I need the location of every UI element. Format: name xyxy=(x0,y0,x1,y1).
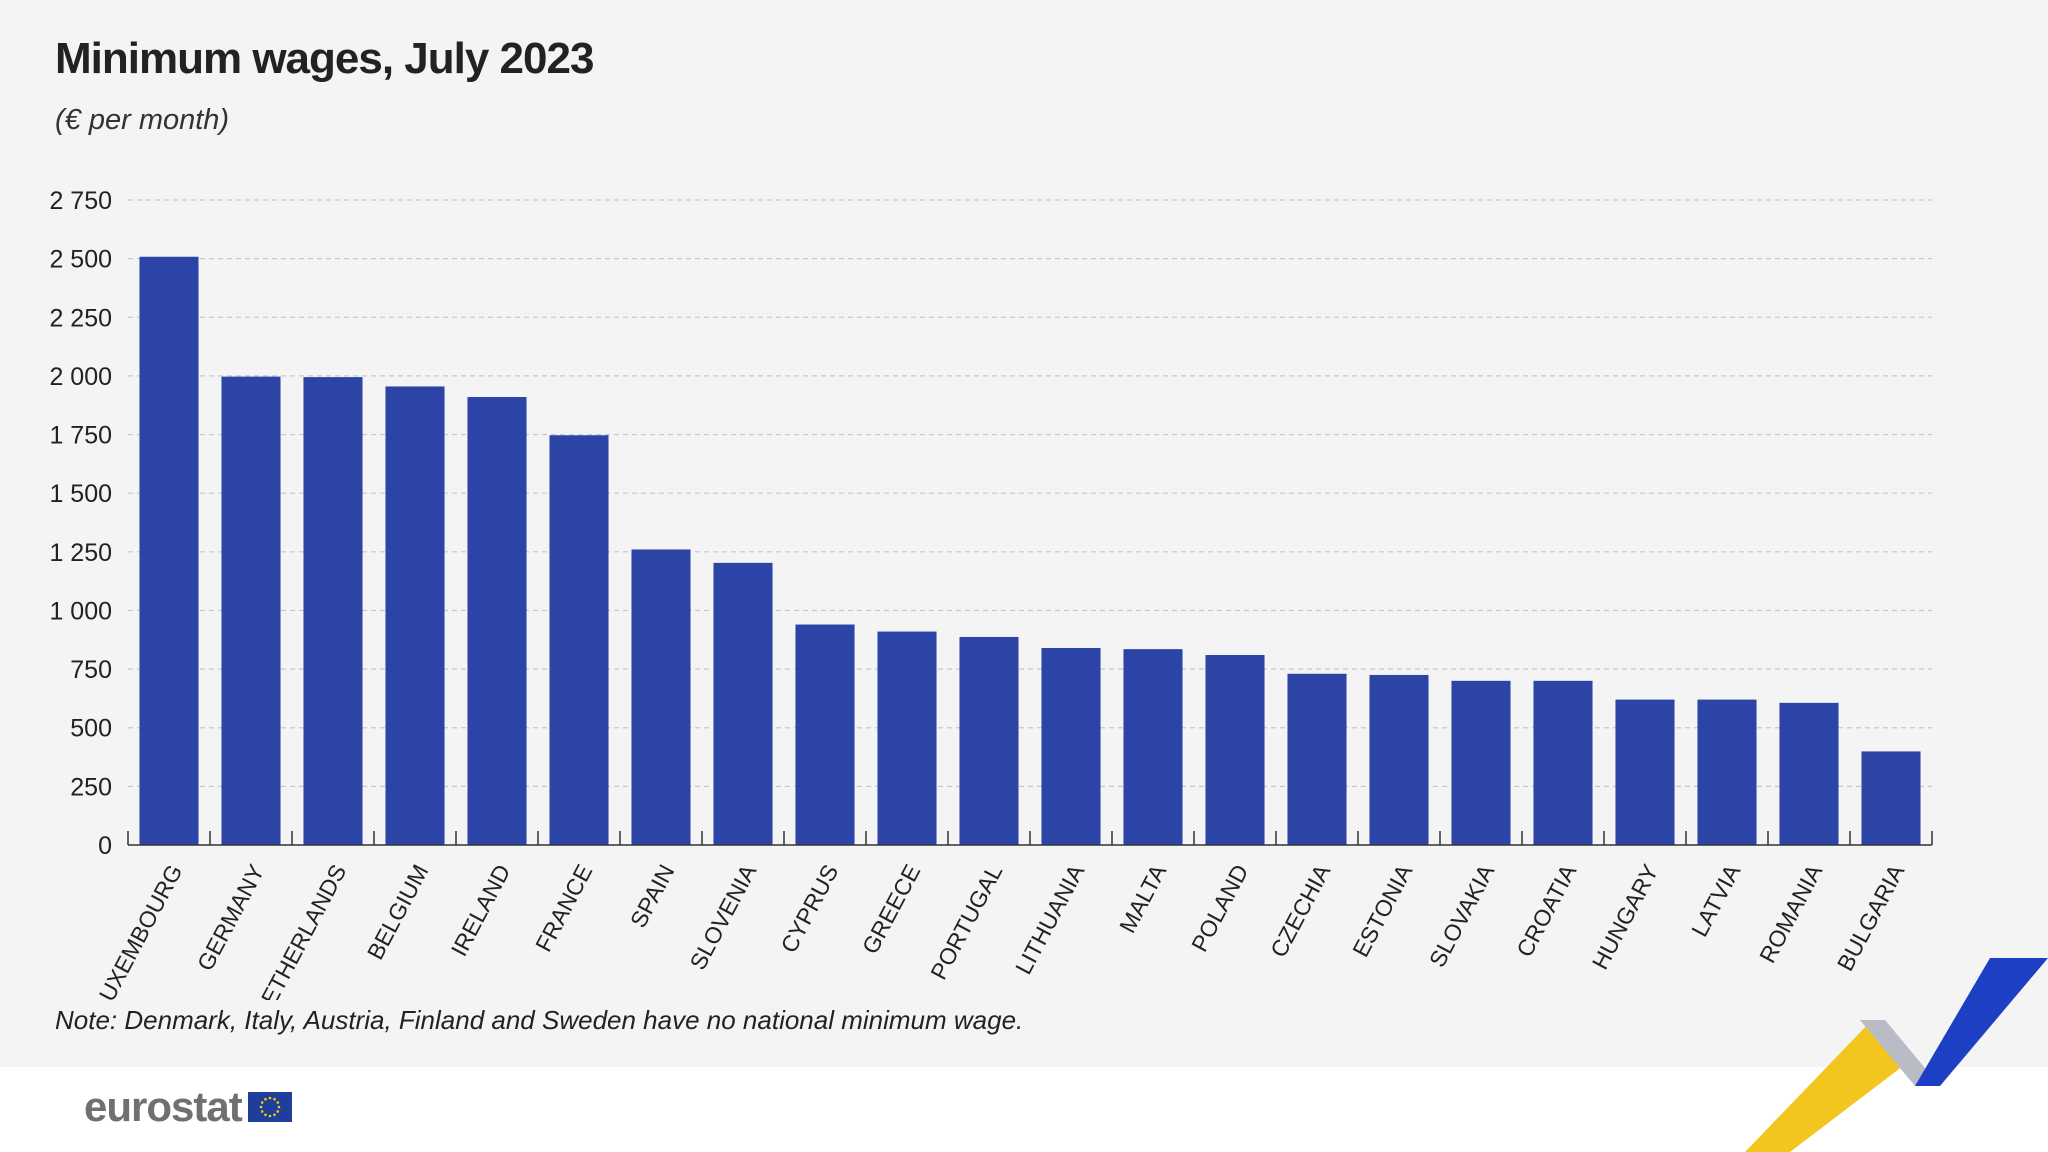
y-axis-ticks: 0 250 500 750 1 000 1 250 1 500 1 750 2 000 2 250… xyxy=(49,187,112,860)
x-tick-label: CROATIA xyxy=(1511,860,1581,962)
bar-poland xyxy=(1205,655,1265,845)
x-tick-label: MALTA xyxy=(1114,860,1172,937)
flag-star xyxy=(259,1105,263,1109)
bar-lithuania xyxy=(1041,647,1101,845)
y-tick-label: 1 250 xyxy=(49,539,112,567)
x-tick-label: LUXEMBOURG xyxy=(88,860,188,1000)
x-tick-label: SLOVENIA xyxy=(684,860,761,974)
y-tick-label: 250 xyxy=(70,773,112,801)
bars xyxy=(139,256,1921,845)
y-tick-label: 750 xyxy=(70,656,112,684)
bar-chart: 0 250 500 750 1 000 1 250 1 500 1 750 2 000 2 250… xyxy=(49,187,1933,1000)
x-tick-label: IRELAND xyxy=(446,860,516,960)
bar-malta xyxy=(1123,649,1183,845)
x-tick-label: GERMANY xyxy=(192,860,270,975)
x-tick-label: LATVIA xyxy=(1686,860,1746,941)
x-tick-label: CYPRUS xyxy=(775,860,843,957)
x-tick-label: POLAND xyxy=(1186,860,1253,956)
bar-slovakia xyxy=(1451,680,1511,845)
x-tick-label: SLOVAKIA xyxy=(1424,860,1500,972)
flag-star xyxy=(272,1113,276,1117)
x-tick-label: GREECE xyxy=(857,860,926,958)
x-tick-label: CZECHIA xyxy=(1265,860,1336,962)
bar-spain xyxy=(631,549,691,845)
x-tick-label: HUNGARY xyxy=(1587,860,1664,973)
axes xyxy=(127,831,1933,846)
y-tick-label: 1 000 xyxy=(49,597,112,625)
flag-star xyxy=(277,1105,281,1109)
flag-star xyxy=(263,1113,267,1117)
footer-bar xyxy=(0,1067,2048,1152)
eu-flag-icon xyxy=(247,1092,292,1122)
bar-bulgaria xyxy=(1861,751,1921,845)
x-tick-label: ESTONIA xyxy=(1347,860,1417,962)
flag-star xyxy=(276,1101,279,1104)
x-tick-label: FRANCE xyxy=(530,860,597,956)
y-tick-label: 2 500 xyxy=(49,246,112,274)
x-tick-label: PORTUGAL xyxy=(925,860,1007,984)
flag-star xyxy=(268,1096,272,1100)
bar-croatia xyxy=(1533,680,1593,845)
flag-star xyxy=(276,1110,279,1113)
y-tick-label: 2 000 xyxy=(49,363,112,391)
bar-latvia xyxy=(1697,699,1757,845)
flag-star xyxy=(260,1110,264,1113)
y-tick-label: 500 xyxy=(70,715,112,743)
bar-germany xyxy=(221,376,281,845)
bar-ireland xyxy=(467,397,527,845)
x-tick-label: BELGIUM xyxy=(362,860,434,964)
bar-greece xyxy=(877,631,937,845)
flag-star xyxy=(263,1097,267,1101)
x-tick-label: SPAIN xyxy=(625,860,680,932)
bar-romania xyxy=(1779,702,1839,845)
x-tick-label: ROMANIA xyxy=(1754,860,1828,968)
x-tick-label: BULGARIA xyxy=(1832,860,1910,975)
bar-portugal xyxy=(959,636,1019,845)
flag-star xyxy=(268,1114,272,1118)
bar-hungary xyxy=(1615,699,1675,845)
bar-czechia xyxy=(1287,673,1347,845)
y-tick-label: 1 500 xyxy=(49,480,112,508)
chart-note: Note: Denmark, Italy, Austria, Finland a… xyxy=(55,1005,1024,1035)
flag-star xyxy=(260,1101,264,1104)
bar-slovenia xyxy=(713,562,773,845)
eurostat-logo: eurostat xyxy=(84,1083,292,1131)
brand-name: eurostat xyxy=(84,1083,243,1130)
chart-title: Minimum wages, July 2023 xyxy=(55,34,594,83)
y-tick-label: 2 750 xyxy=(49,187,112,215)
bar-luxembourg xyxy=(139,256,199,845)
bar-netherlands xyxy=(303,377,363,845)
chart-subtitle: (€ per month) xyxy=(55,104,230,136)
bar-france xyxy=(549,435,609,845)
y-tick-label: 0 xyxy=(98,832,112,860)
bar-estonia xyxy=(1369,674,1429,845)
x-tick-label: LITHUANIA xyxy=(1010,860,1090,979)
y-tick-label: 1 750 xyxy=(49,422,112,450)
flag-star xyxy=(272,1097,276,1101)
bar-belgium xyxy=(385,386,445,845)
y-tick-label: 2 250 xyxy=(49,304,112,332)
bar-cyprus xyxy=(795,624,855,845)
